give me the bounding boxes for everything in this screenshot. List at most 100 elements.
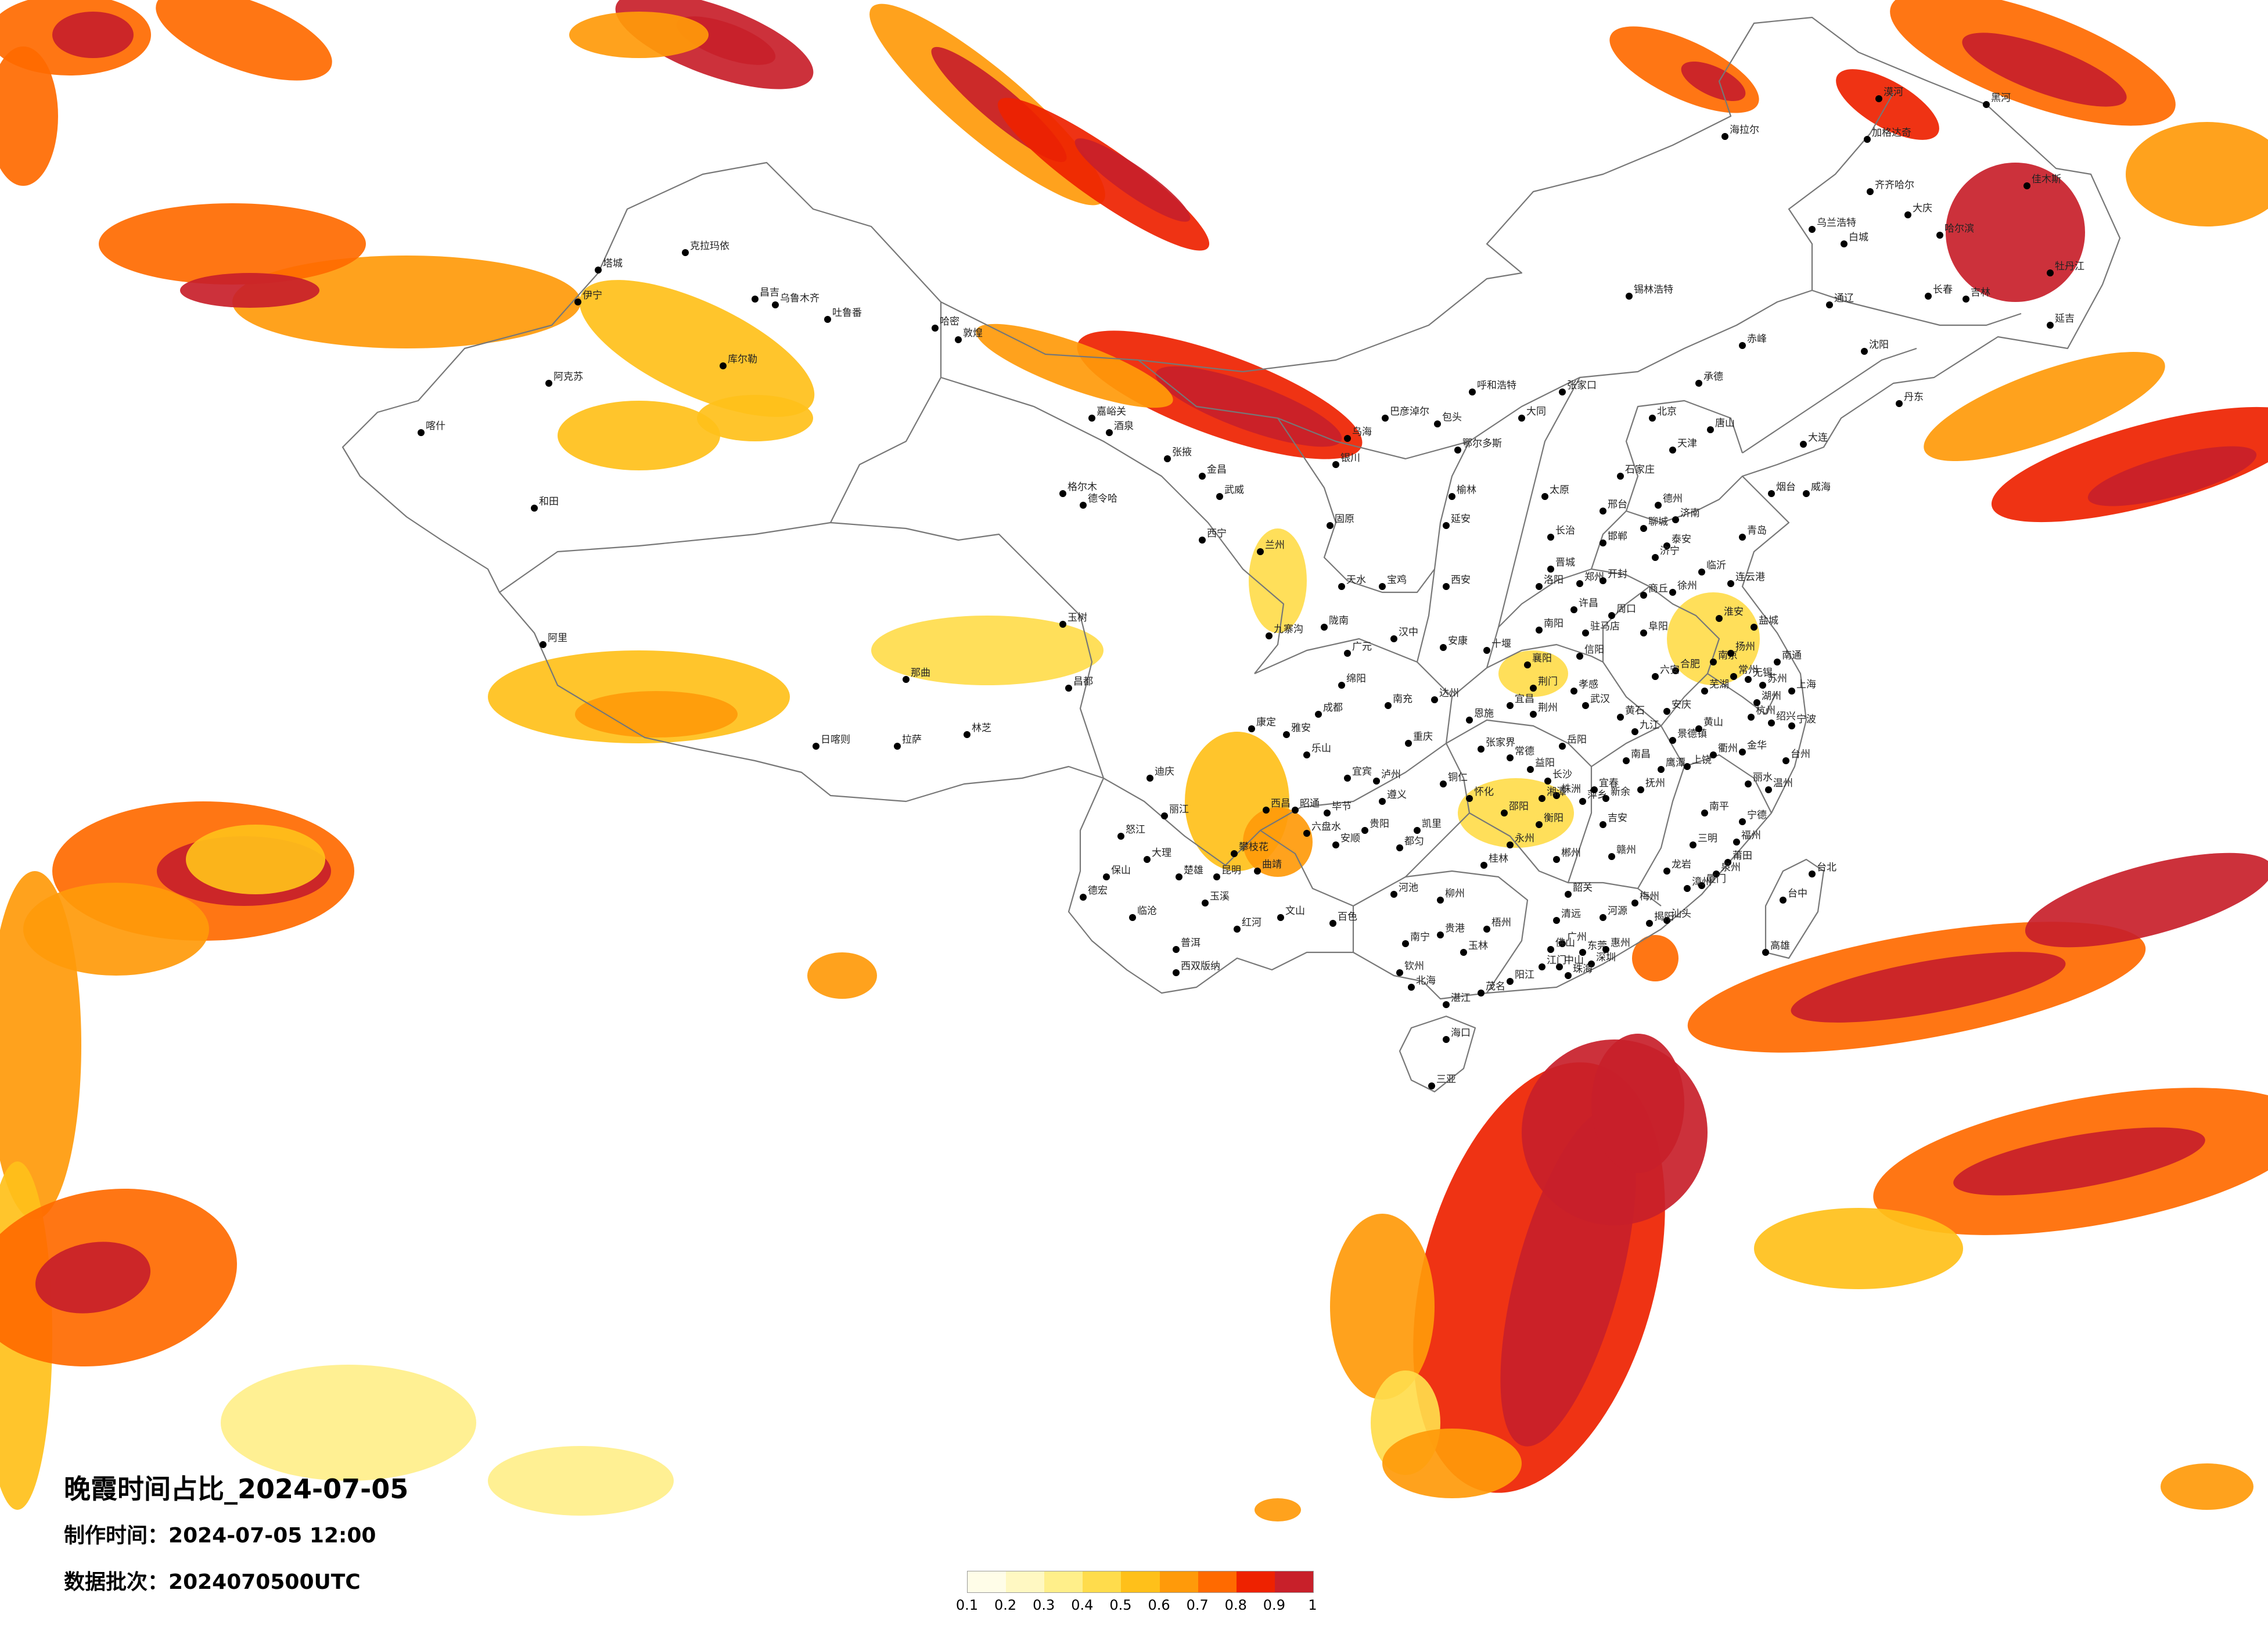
city-dot <box>1672 516 1679 523</box>
city-marker: 邵阳 <box>1501 801 1529 816</box>
city-label: 六盘水 <box>1311 821 1341 833</box>
city-dot <box>1303 751 1310 758</box>
city-marker: 安康 <box>1440 635 1468 651</box>
city-marker: 阿里 <box>540 632 567 648</box>
city-dot <box>1213 873 1220 880</box>
city-label: 安庆 <box>1672 699 1691 711</box>
city-marker: 西双版纳 <box>1173 961 1220 976</box>
city-label: 天水 <box>1346 574 1366 586</box>
city-label: 三亚 <box>1436 1074 1456 1085</box>
city-dot <box>1774 659 1781 665</box>
sunset-ratio-area <box>1330 1214 1435 1400</box>
city-label: 抚州 <box>1645 778 1665 789</box>
city-dot <box>2047 269 2054 276</box>
city-label: 六安 <box>1660 664 1680 676</box>
city-marker: 柳州 <box>1437 888 1465 904</box>
city-dot <box>1277 914 1284 921</box>
city-marker: 毕节 <box>1324 801 1352 816</box>
city-dot <box>903 676 910 683</box>
city-marker: 攀枝花 <box>1231 841 1268 857</box>
city-marker: 牡丹江 <box>2047 261 2084 276</box>
city-marker: 邢台 <box>1600 499 1627 515</box>
city-label: 南平 <box>1709 801 1729 812</box>
city-dot <box>932 325 939 332</box>
legend-tick-label: 0.2 <box>994 1597 1017 1613</box>
city-label: 武汉 <box>1590 693 1610 705</box>
city-dot <box>1602 946 1609 953</box>
sunset-ratio-area <box>1458 778 1574 848</box>
city-marker: 漳州 <box>1684 876 1712 892</box>
city-marker: 威海 <box>1803 481 1831 497</box>
city-label: 鹰潭 <box>1666 757 1685 769</box>
sunset-ratio-area <box>558 401 720 470</box>
city-marker: 许昌 <box>1570 598 1598 613</box>
city-dot <box>1338 682 1345 689</box>
city-label: 伊宁 <box>583 290 602 301</box>
city-label: 敦煌 <box>963 328 983 339</box>
hainan-outline <box>1399 1015 1476 1093</box>
city-label: 襄阳 <box>1532 652 1552 664</box>
city-dot <box>1080 502 1087 509</box>
city-marker: 佳木斯 <box>2023 174 2061 189</box>
sunset-ratio-area <box>1667 592 1760 685</box>
city-dot <box>1733 839 1740 846</box>
city-label: 赤峰 <box>1747 333 1767 345</box>
city-marker: 曲靖 <box>1254 859 1282 875</box>
city-marker: 白城 <box>1841 232 1868 247</box>
city-marker: 武威 <box>1216 484 1244 500</box>
city-label: 绍兴 <box>1776 711 1796 722</box>
city-marker: 那曲 <box>903 667 930 683</box>
city-marker: 济宁 <box>1652 545 1680 561</box>
city-marker: 盐城 <box>1751 615 1778 631</box>
city-label: 济南 <box>1680 508 1700 519</box>
city-marker: 伊宁 <box>574 290 602 305</box>
city-label: 银川 <box>1340 452 1360 464</box>
city-marker: 聊城 <box>1640 516 1668 532</box>
city-label: 宜宾 <box>1352 766 1372 778</box>
city-dot <box>752 296 759 303</box>
city-marker: 丽江 <box>1161 804 1189 819</box>
city-dot <box>1701 810 1708 816</box>
sunset-ratio-area <box>35 1242 151 1314</box>
city-marker: 赤峰 <box>1739 333 1767 349</box>
city-label: 郴州 <box>1561 847 1581 859</box>
city-marker: 常德 <box>1507 746 1534 761</box>
city-dot <box>1646 920 1653 927</box>
city-label: 上海 <box>1796 679 1816 690</box>
city-marker: 南宁 <box>1402 931 1430 947</box>
city-dot <box>1707 426 1714 433</box>
city-label: 台中 <box>1788 888 1807 900</box>
city-dot <box>1617 473 1624 480</box>
city-marker: 十堰 <box>1483 638 1511 654</box>
city-label: 铜仁 <box>1448 772 1468 783</box>
city-dot <box>1460 949 1467 956</box>
city-marker: 通辽 <box>1826 293 1854 308</box>
city-dot <box>1146 775 1153 782</box>
city-marker: 河池 <box>1390 882 1418 898</box>
city-marker: 西昌 <box>1263 798 1291 814</box>
city-dot <box>1788 722 1795 729</box>
city-label: 邯郸 <box>1608 531 1627 542</box>
city-dot <box>1129 914 1136 921</box>
city-marker: 泸州 <box>1373 769 1401 785</box>
legend-tick-label: 1 <box>1308 1597 1317 1613</box>
city-marker: 岳阳 <box>1559 734 1587 750</box>
city-dot <box>1414 827 1421 834</box>
city-label: 攀枝花 <box>1239 841 1268 853</box>
sunset-ratio-area <box>569 12 709 58</box>
city-label: 宜春 <box>1599 778 1619 789</box>
city-label: 商丘 <box>1648 583 1668 595</box>
city-dot <box>1373 778 1380 785</box>
city-dot <box>1684 885 1691 892</box>
city-label: 乌兰浩特 <box>1817 217 1856 229</box>
city-dot <box>1379 798 1386 805</box>
city-marker: 黑河 <box>1983 92 2011 108</box>
city-marker: 锡林浩特 <box>1626 284 1673 300</box>
city-label: 凯里 <box>1422 818 1442 830</box>
city-dot <box>1382 415 1389 422</box>
city-label: 深圳 <box>1596 952 1616 963</box>
city-marker: 太原 <box>1541 484 1569 500</box>
city-marker: 广元 <box>1344 641 1372 657</box>
city-marker: 宁德 <box>1739 810 1767 825</box>
city-dot <box>1544 778 1551 785</box>
